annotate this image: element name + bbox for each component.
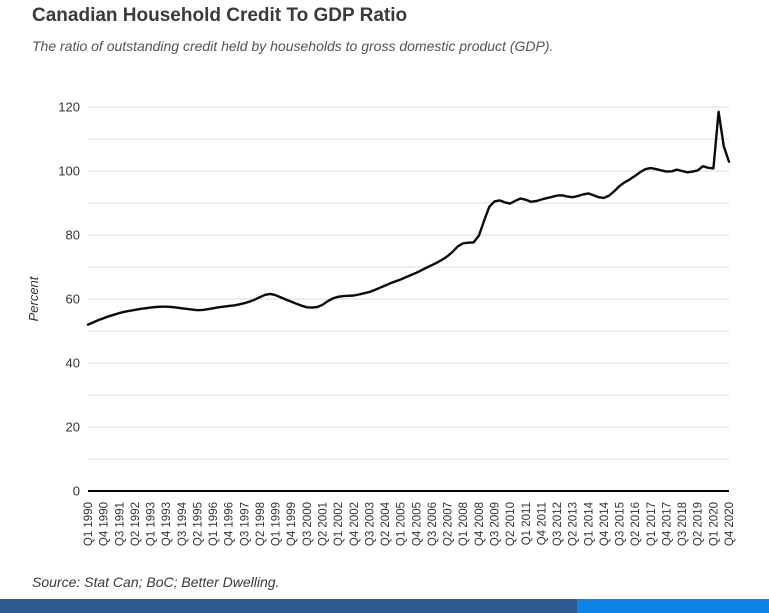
footer-bar-dark-segment xyxy=(0,599,577,613)
footer-bar-bright-segment xyxy=(577,599,769,613)
x-tick-label: Q1 1990 xyxy=(83,502,95,546)
x-tick-label: Q4 2008 xyxy=(474,502,486,546)
x-tick-label: Q1 2008 xyxy=(458,502,470,546)
y-tick-label: 80 xyxy=(66,228,80,243)
x-tick-label: Q4 2017 xyxy=(662,502,674,546)
x-tick-label: Q3 2003 xyxy=(364,502,376,546)
y-tick-label: 20 xyxy=(66,420,80,435)
x-tick-label: Q3 2015 xyxy=(615,502,627,546)
x-tick-label: Q2 1992 xyxy=(130,502,142,546)
x-tick-label: Q4 1996 xyxy=(224,502,236,546)
x-tick-label: Q2 1995 xyxy=(192,502,204,546)
x-tick-label: Q3 1994 xyxy=(177,501,189,546)
x-tick-label: Q2 2007 xyxy=(443,502,455,546)
x-tick-label: Q1 1996 xyxy=(208,502,220,546)
x-tick-label: Q1 2002 xyxy=(333,502,345,546)
x-tick-label: Q3 2009 xyxy=(490,502,502,546)
page-title: Canadian Household Credit To GDP Ratio xyxy=(32,5,408,26)
page-subtitle: The ratio of outstanding credit held by … xyxy=(32,38,554,54)
x-tick-label: Q2 2013 xyxy=(568,502,580,546)
y-tick-label: 0 xyxy=(73,484,80,499)
x-tick-label: Q2 2010 xyxy=(505,502,517,546)
x-tick-label: Q3 2012 xyxy=(552,502,564,546)
y-tick-label: 40 xyxy=(66,356,80,371)
x-tick-label: Q2 2019 xyxy=(693,502,705,546)
x-tick-label: Q1 1999 xyxy=(271,502,283,546)
y-tick-label: 60 xyxy=(66,292,80,307)
x-tick-label: Q1 2020 xyxy=(708,502,720,546)
source-note: Source: Stat Can; BoC; Better Dwelling. xyxy=(32,574,280,590)
credit-to-gdp-line xyxy=(86,110,731,326)
x-tick-label: Q3 1997 xyxy=(239,502,251,546)
x-tick-label: Q4 1993 xyxy=(161,502,173,546)
x-tick-label: Q1 2011 xyxy=(521,502,533,545)
x-tick-label: Q1 1993 xyxy=(146,502,158,546)
x-tick-label: Q4 2005 xyxy=(411,502,423,546)
x-tick-label: Q2 1998 xyxy=(255,502,267,546)
x-tick-label: Q2 2004 xyxy=(380,501,392,546)
x-tick-label: Q1 2017 xyxy=(646,502,658,546)
y-tick-label: 100 xyxy=(58,164,80,179)
x-tick-label: Q3 2000 xyxy=(302,502,314,546)
x-tick-label: Q2 2001 xyxy=(318,502,330,546)
x-tick-label: Q4 2014 xyxy=(599,501,611,546)
x-tick-label: Q4 2002 xyxy=(349,502,361,546)
x-tick-label: Q2 2016 xyxy=(630,502,642,546)
x-tick-label: Q3 2018 xyxy=(677,502,689,546)
x-tick-label: Q1 2005 xyxy=(396,502,408,546)
y-axis-title: Percent xyxy=(26,275,41,321)
footer-bar xyxy=(0,599,769,613)
y-tick-label: 120 xyxy=(58,100,80,115)
x-tick-label: Q4 1999 xyxy=(286,502,298,546)
x-tick-label: Q4 2011 xyxy=(536,502,548,545)
x-tick-label: Q4 2020 xyxy=(724,502,736,546)
x-tick-label: Q1 2014 xyxy=(583,501,595,546)
x-tick-label: Q3 2006 xyxy=(427,502,439,546)
x-tick-label: Q4 1990 xyxy=(99,502,111,546)
x-tick-label: Q3 1991 xyxy=(114,502,126,546)
